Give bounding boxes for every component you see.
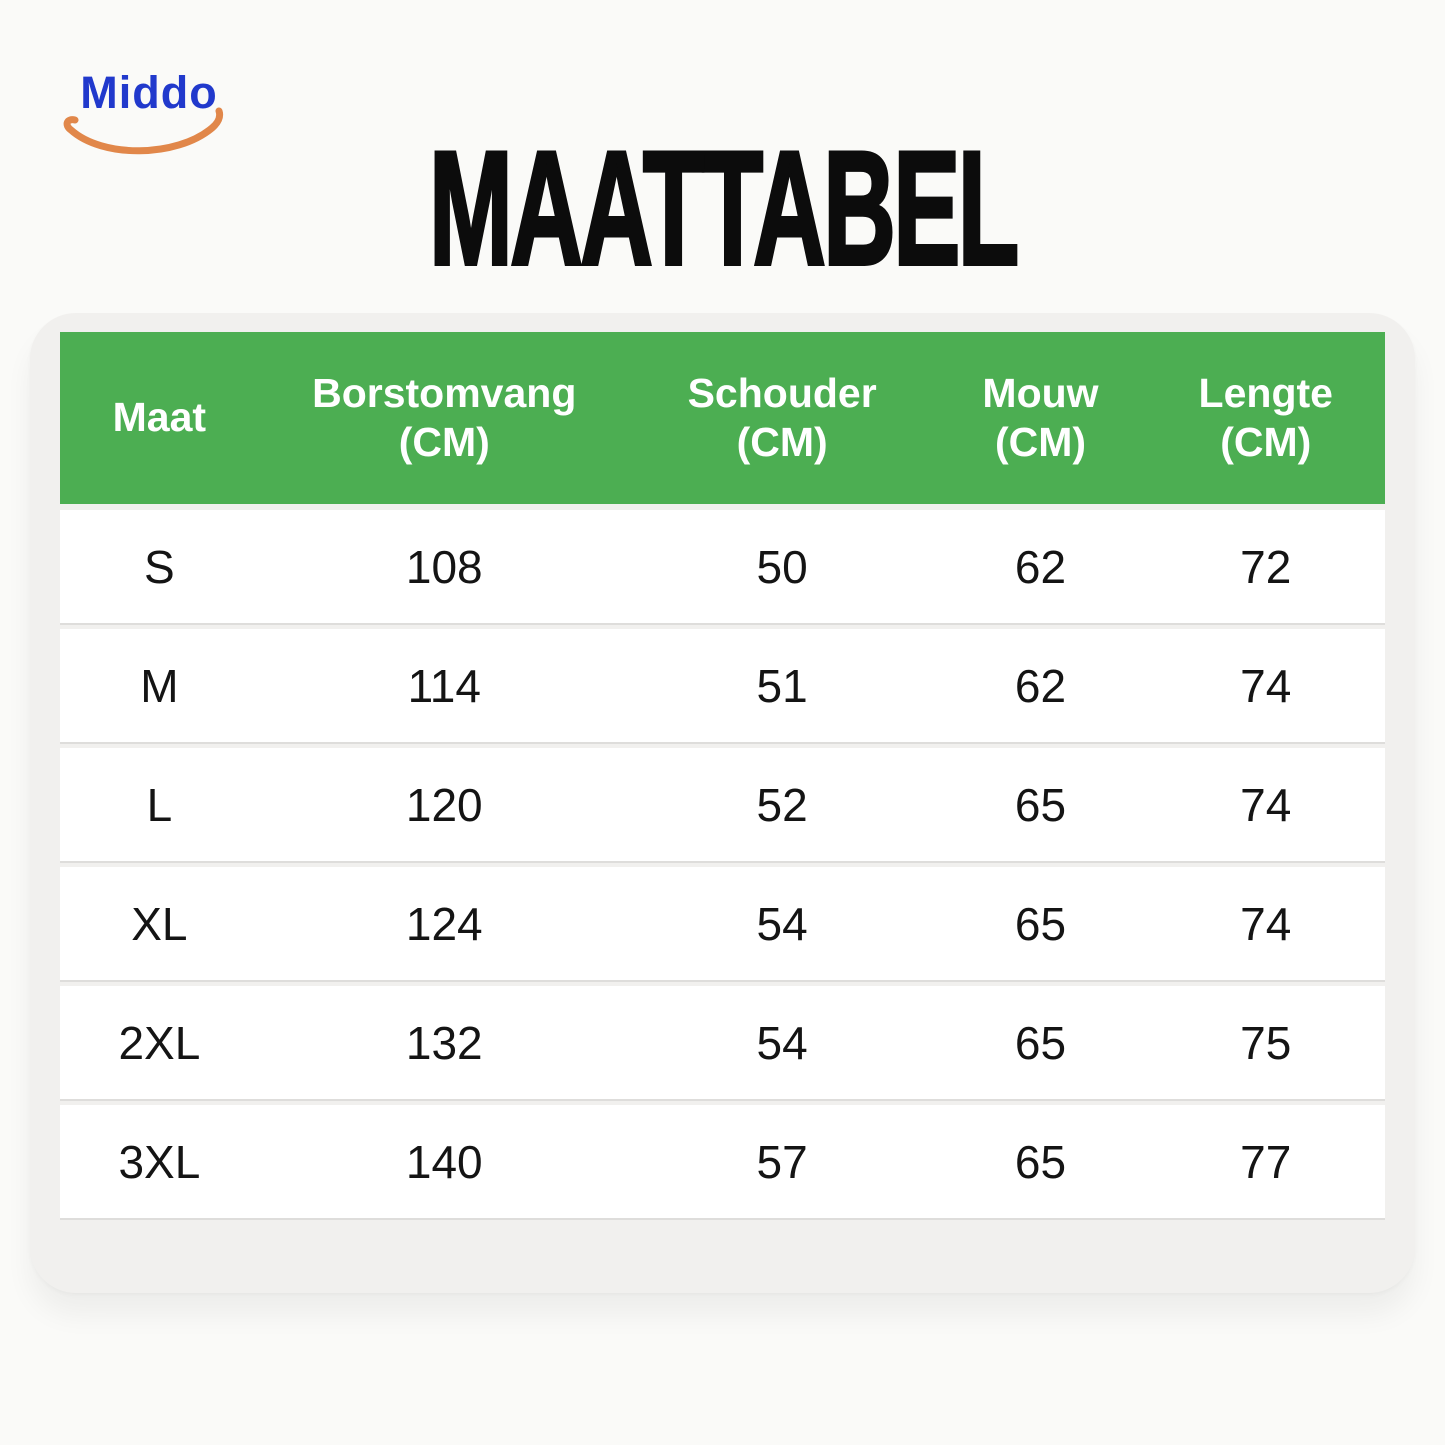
cell-shoulder: 52 (756, 778, 808, 831)
cell-sleeve: 65 (1014, 1135, 1067, 1188)
cell-shoulder: 54 (756, 1016, 808, 1069)
header-label: Schouder (687, 369, 877, 416)
cell-size: 3XL (118, 1135, 201, 1188)
cell-shoulder: 57 (756, 1135, 808, 1188)
cell-chest: 108 (405, 540, 483, 593)
cell-size: S (144, 540, 175, 593)
title-wrap: MAATTABEL (0, 118, 1445, 299)
cell-shoulder: 54 (756, 897, 808, 950)
size-table: Maat Borstomvang (CM) Schouder (CM) Mouw… (60, 332, 1385, 1218)
table-row: M 114 51 62 74 (60, 629, 1385, 742)
cell-size: 2XL (118, 1016, 201, 1069)
header-unit: (CM) (994, 419, 1087, 465)
logo: Middo (58, 70, 240, 161)
size-table-card: Maat Borstomvang (CM) Schouder (CM) Mouw… (30, 313, 1415, 1293)
table-row: L 120 52 65 74 (60, 748, 1385, 861)
cell-length: 72 (1240, 540, 1292, 593)
header-unit: (CM) (736, 419, 828, 465)
cell-sleeve: 65 (1014, 1016, 1067, 1069)
table-body: S 108 50 62 72 M 114 51 62 74 L 120 52 6… (60, 504, 1385, 1218)
cell-chest: 140 (405, 1135, 483, 1188)
cell-shoulder: 51 (756, 659, 808, 712)
cell-chest: 114 (407, 659, 481, 712)
header-label: Lengte (1198, 369, 1333, 416)
cell-size: L (146, 778, 173, 831)
table-row: 3XL 140 57 65 77 (60, 1105, 1385, 1218)
table-row: XL 124 54 65 74 (60, 867, 1385, 980)
cell-size: XL (131, 897, 188, 950)
col-header-mouw: Mouw (CM) (935, 332, 1147, 504)
cell-sleeve: 62 (1014, 540, 1067, 593)
cell-length: 74 (1240, 897, 1292, 950)
cell-sleeve: 65 (1014, 778, 1067, 831)
cell-length: 74 (1240, 778, 1292, 831)
header-unit: (CM) (1220, 419, 1312, 465)
col-header-schouder: Schouder (CM) (630, 332, 935, 504)
header-unit: (CM) (398, 419, 490, 465)
table-row: 2XL 132 54 65 75 (60, 986, 1385, 1099)
col-header-borstomvang: Borstomvang (CM) (259, 332, 630, 504)
col-header-lengte: Lengte (CM) (1147, 332, 1386, 504)
cell-size: M (140, 659, 179, 712)
cell-chest: 124 (405, 897, 483, 950)
header-label: Maat (112, 394, 207, 441)
table-row: S 108 50 62 72 (60, 510, 1385, 623)
smile-swoosh-icon (63, 107, 224, 155)
cell-shoulder: 50 (756, 540, 808, 593)
cell-chest: 120 (405, 778, 483, 831)
logo-text: Middo (80, 67, 218, 118)
cell-sleeve: 62 (1014, 659, 1067, 712)
col-header-maat: Maat (60, 332, 259, 504)
cell-length: 75 (1240, 1016, 1292, 1069)
table-header-row: Maat Borstomvang (CM) Schouder (CM) Mouw… (60, 332, 1385, 504)
cell-chest: 132 (405, 1016, 483, 1069)
cell-length: 74 (1240, 659, 1292, 712)
header-label: Borstomvang (312, 369, 577, 416)
page-title: MAATTABEL (427, 118, 1020, 299)
header-label: Mouw (982, 369, 1099, 416)
cell-length: 77 (1240, 1135, 1292, 1188)
cell-sleeve: 65 (1014, 897, 1067, 950)
